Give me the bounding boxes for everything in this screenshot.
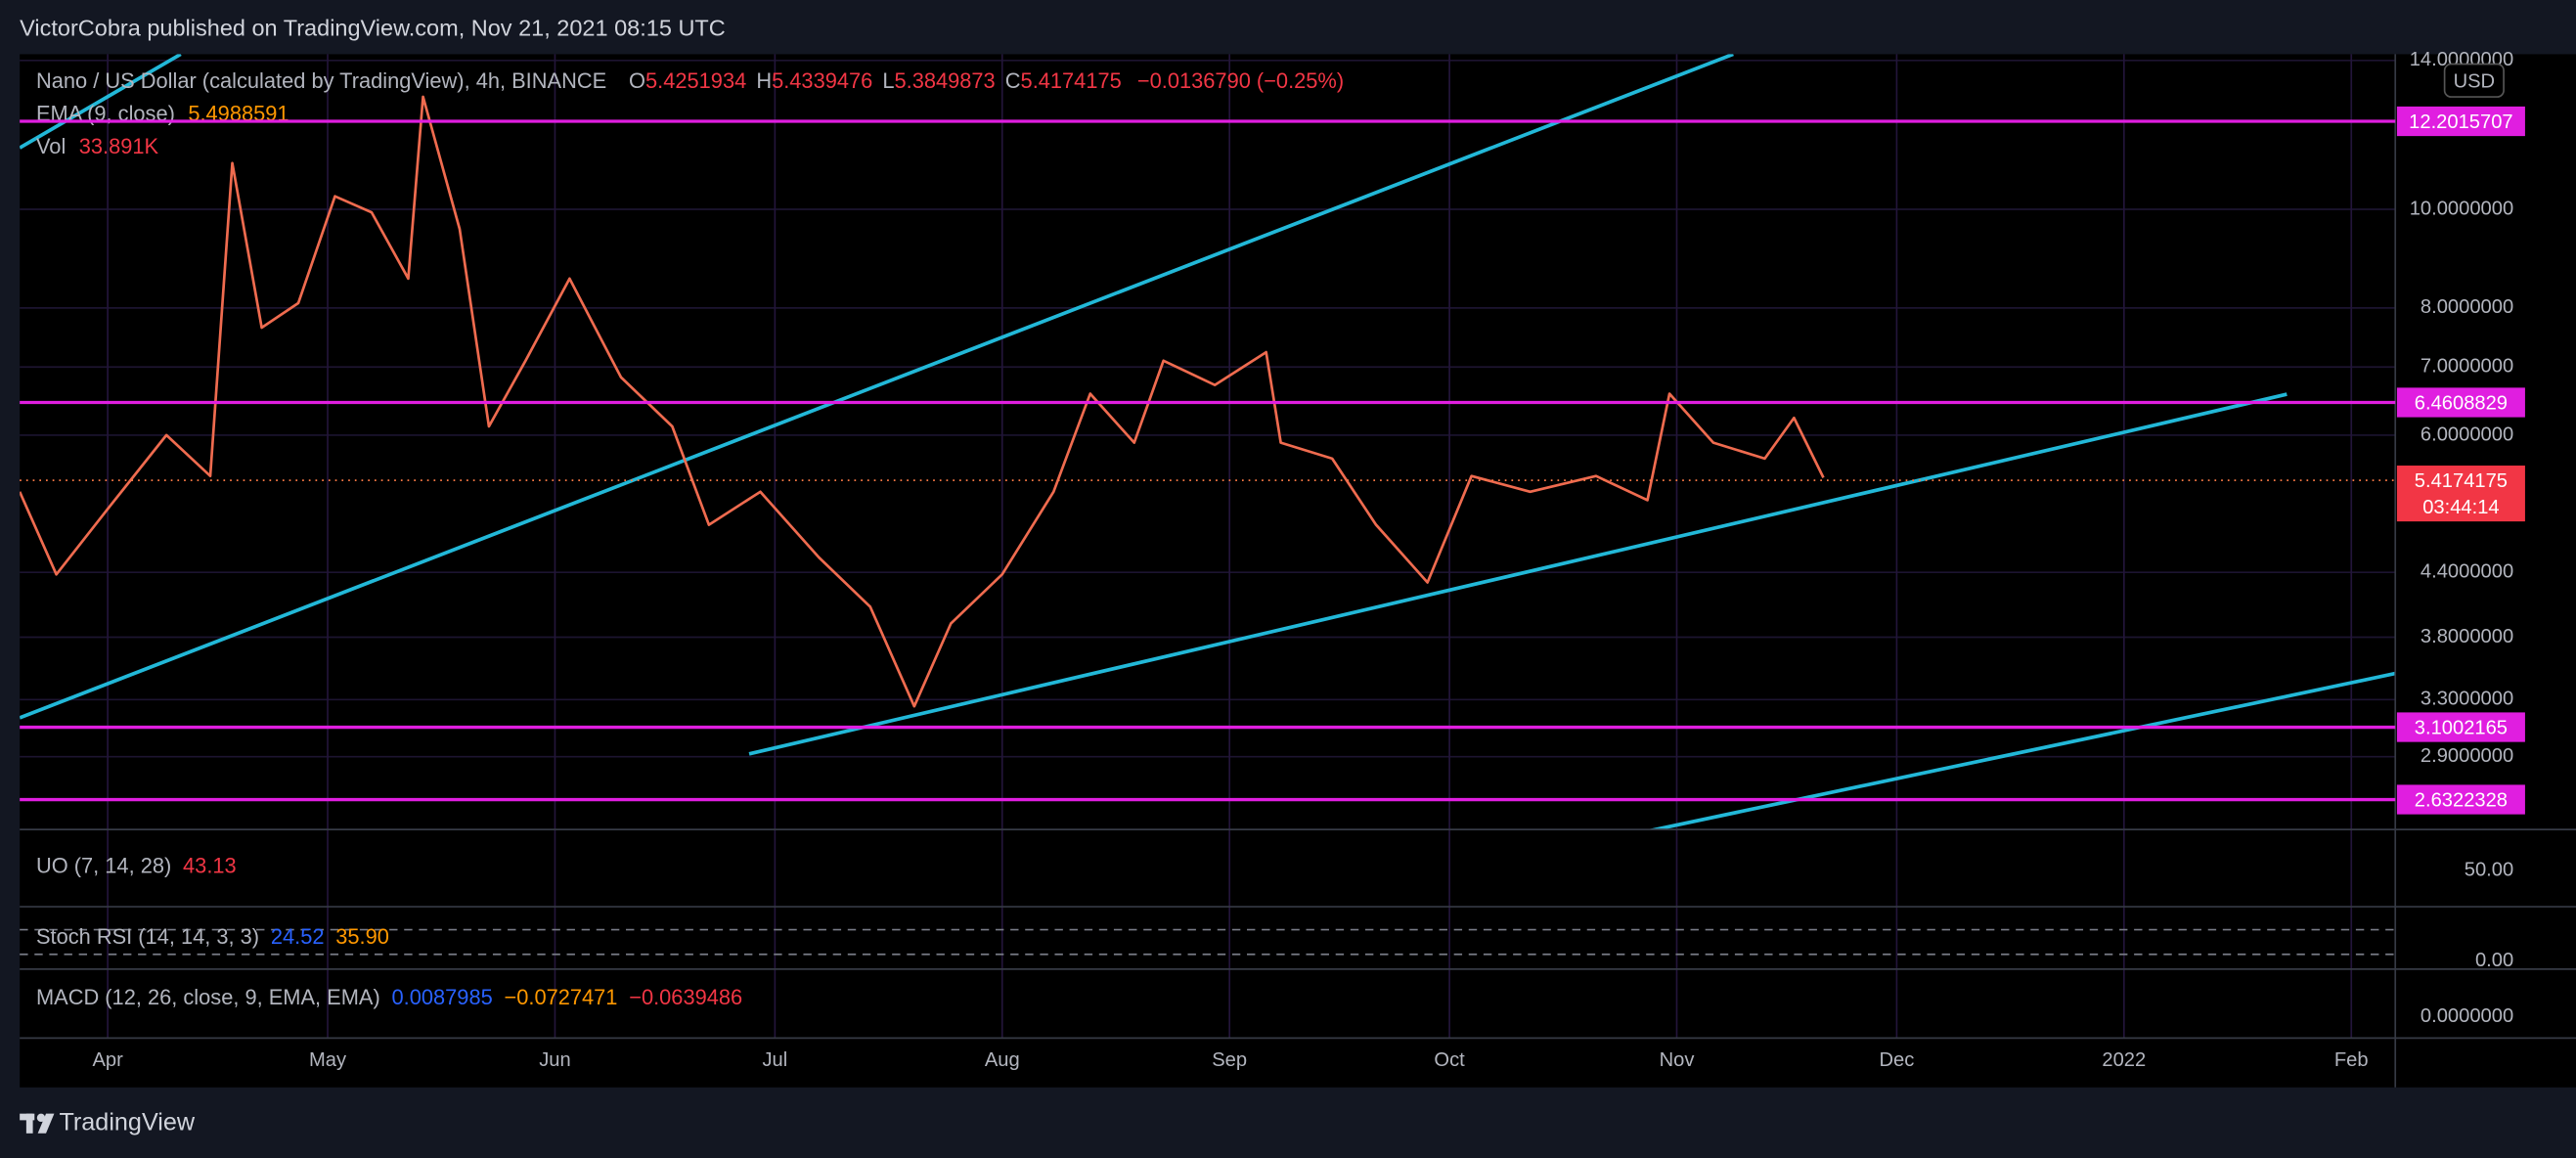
trend-lines [20, 54, 2396, 830]
pane-axis-label: 50.00 [2465, 859, 2513, 880]
ohlc: O5.4251934 H5.4339476 L5.3849873 C5.4174175 [629, 68, 1122, 93]
y-tick-label: 7.0000000 [2421, 356, 2513, 378]
currency-badge[interactable] [2443, 63, 2505, 98]
x-tick-label: Dec [1879, 1049, 1914, 1071]
level-badge [2396, 387, 2525, 418]
pane-value: 0.0087985 [392, 985, 493, 1009]
x-tick-label: Sep [1212, 1049, 1247, 1071]
x-tick-label: Oct [1434, 1049, 1465, 1071]
x-tick-label: 2022 [2102, 1049, 2146, 1071]
level-label: 3.1002165 [2415, 718, 2508, 739]
change: −0.0136790 (−0.25%) [1137, 68, 1344, 93]
value: 33.891K [79, 134, 159, 158]
header-title: VictorCobra published on TradingView.com… [20, 15, 726, 40]
x-axis: Apr May Jun Jul Aug Sep Oct Nov Dec 2022 Feb [92, 1049, 2368, 1071]
pane-legend: MACD (12, 26, close, 9, EMA, EMA) 0.00879… [36, 985, 742, 1009]
last-price-label: 5.4174175 [2415, 470, 2508, 492]
pane-value: 35.90 [335, 924, 389, 949]
legend-vol: Vol 33.891K [36, 134, 159, 158]
x-tick-label: Feb [2334, 1049, 2369, 1071]
chart-area [20, 54, 2576, 1088]
ohlc-label: H [756, 68, 772, 93]
pane-legend: UO (7, 14, 28) 43.13 [36, 854, 237, 878]
footer-logo [20, 1113, 55, 1134]
ohlc-value: 5.4339476 [772, 68, 872, 93]
ohlc-value: 5.3849873 [895, 68, 996, 93]
indicator-panes: UO (7, 14, 28) 43.13 50.00 Stoch RSI (14, 1… [36, 854, 2513, 1027]
trend-line [20, 54, 1734, 720]
trend-line [1647, 671, 2396, 830]
ohlc-label: O [629, 68, 645, 93]
trend-line [748, 392, 2287, 756]
logo-part [25, 1113, 33, 1134]
y-tick-label: 10.0000000 [2410, 198, 2513, 219]
pane-axis-label: 0.0000000 [2421, 1005, 2513, 1027]
logo-part [37, 1113, 55, 1134]
currency: USD [2454, 70, 2496, 92]
ohlc-value: 5.4174175 [1021, 68, 1122, 93]
y-tick-label: 6.0000000 [2421, 423, 2513, 445]
symbol: Nano / US Dollar (calculated by TradingV… [36, 68, 606, 93]
pane-value: −0.0727471 [504, 985, 617, 1009]
y-tick-label: 4.4000000 [2421, 561, 2513, 583]
countdown: 03:44:14 [2422, 497, 2499, 518]
y-tick-label: 8.0000000 [2421, 296, 2513, 318]
pane-legend: Stoch RSI (14, 14, 3, 3) 24.52 35.90 [36, 924, 389, 949]
ohlc-label: L [882, 68, 894, 93]
ohlc-label: C [1005, 68, 1021, 93]
x-tick-label: Jul [762, 1049, 787, 1071]
level-label: 2.6322328 [2415, 790, 2508, 812]
pane-title: UO (7, 14, 28) [36, 854, 171, 878]
last-price-badge [2396, 466, 2525, 522]
logo-part [36, 1113, 46, 1123]
name: Vol [36, 134, 66, 158]
x-tick-label: Aug [985, 1049, 1020, 1071]
x-tick-label: Apr [92, 1049, 123, 1071]
pane-title: Stoch RSI (14, 14, 3, 3) [36, 924, 259, 949]
level-badge [2396, 106, 2525, 137]
x-tick-label: Nov [1660, 1049, 1695, 1071]
legend-symbol: Nano / US Dollar (calculated by TradingV… [36, 68, 1344, 93]
y-tick-label: 3.8000000 [2421, 626, 2513, 647]
footer-brand: TradingView [59, 1108, 195, 1136]
pane-title: MACD (12, 26, close, 9, EMA, EMA) [36, 985, 380, 1009]
pane-axis-label: 0.00 [2475, 950, 2513, 971]
pane-value: −0.0639486 [629, 985, 742, 1009]
x-tick-label: May [309, 1049, 347, 1071]
level-badge [2396, 784, 2525, 815]
trend-line [20, 54, 182, 150]
grid [20, 54, 2396, 1039]
x-tick-label: Jun [539, 1049, 570, 1071]
y-tick-label: 2.9000000 [2421, 745, 2513, 767]
stoch-band [20, 928, 2396, 956]
pane-value: 24.52 [271, 924, 325, 949]
price-line [20, 95, 1825, 708]
price-axis: 14.000000010.00000008.00000007.00000006.… [2396, 49, 2525, 815]
level-badge [2396, 712, 2525, 742]
plot [20, 95, 1825, 708]
pane-value: 43.13 [183, 854, 237, 878]
pane-separators [20, 54, 2576, 1088]
level-label: 12.2015707 [2409, 111, 2512, 133]
level-label: 6.4608829 [2415, 393, 2508, 415]
y-tick-label: 3.3000000 [2421, 689, 2513, 710]
ohlc-value: 5.4251934 [645, 68, 746, 93]
